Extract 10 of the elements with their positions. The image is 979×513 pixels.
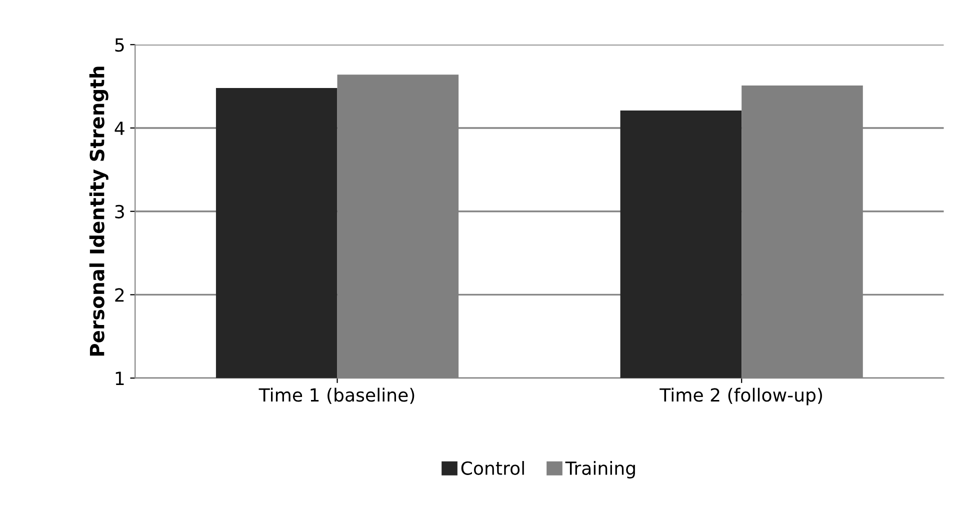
y-axis-title: Personal Identity Strength [89,66,108,356]
y-tick-label: 3 [115,204,124,218]
legend-label: Control [461,461,524,475]
y-tick-label: 4 [114,122,124,135]
y-tick-label: 2 [115,288,124,302]
x-tick-label: Time 2 (follow-up) [660,388,822,406]
x-tick-label: Time 1 (baseline) [258,388,414,404]
legend-label: Training [565,461,635,478]
y-tick-label: 1 [116,372,124,385]
y-tick-label: 5 [115,38,124,52]
